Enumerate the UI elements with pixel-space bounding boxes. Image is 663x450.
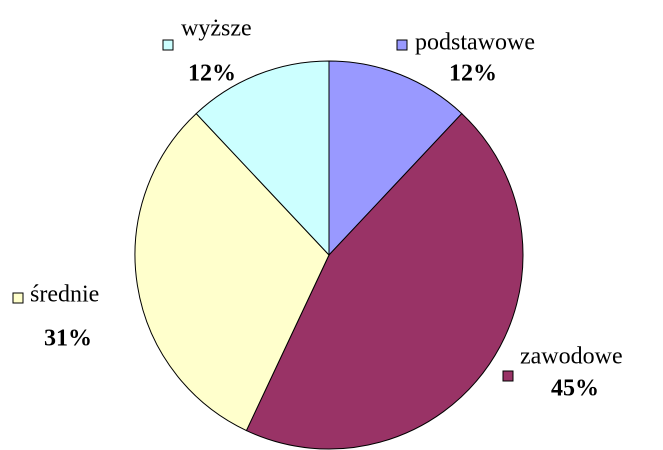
slice-name: zawodowe [520, 344, 623, 370]
legend-swatch [12, 292, 24, 304]
pie-slice [328, 60, 463, 257]
legend-swatch [396, 39, 408, 51]
slice-name: wyższe [181, 16, 252, 42]
pie-slice [134, 112, 330, 432]
pie-slice [195, 60, 330, 257]
pie-slice [245, 112, 524, 450]
legend-swatch [162, 39, 174, 51]
slice-percent: 45% [551, 376, 599, 402]
slice-percent: 12% [449, 61, 497, 87]
slice-name: podstawowe [415, 30, 535, 56]
legend-swatch [502, 370, 514, 382]
slice-name: średnie [30, 282, 99, 308]
slice-percent: 31% [44, 326, 92, 352]
slice-percent: 12% [188, 61, 236, 87]
